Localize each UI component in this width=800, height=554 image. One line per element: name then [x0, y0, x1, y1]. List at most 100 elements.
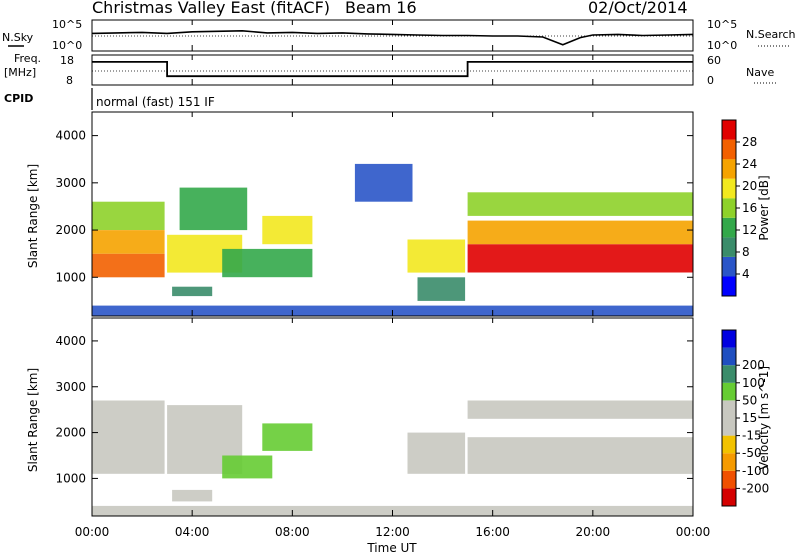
y-tick-label: 4000 [55, 334, 86, 348]
time-axis-label: Time UT [366, 541, 417, 554]
echo-band-12 [467, 220, 693, 245]
y-tick-label: 1000 [55, 270, 86, 284]
echo-band-8 [354, 163, 413, 202]
colorbar-segment [722, 418, 736, 436]
echo-band-2 [262, 423, 313, 451]
colorbar-segment [722, 365, 736, 383]
colorbar-segment [722, 237, 736, 257]
echo-band-3 [222, 455, 273, 479]
colorbar-tick-label: -15 [742, 429, 762, 443]
colorbar-tick-label: 50 [742, 393, 757, 407]
echo-band-9 [407, 239, 466, 273]
colorbar-segment [722, 347, 736, 366]
colorbar-tick-label: 20 [742, 179, 757, 193]
station-title: Christmas Valley East (fitACF) [92, 0, 330, 17]
echo-band-5 [172, 286, 213, 297]
echo-band-6 [222, 248, 313, 278]
time-tick-label: 00:00 [75, 525, 110, 539]
echo-band-7 [262, 215, 313, 245]
echo-band-2 [92, 201, 165, 230]
echo-band-4 [172, 489, 213, 502]
beam-label: Beam 16 [345, 0, 417, 17]
date-label: 02/Oct/2014 [588, 0, 688, 17]
colorbar-tick-label: -200 [742, 481, 769, 495]
colorbar-segment [722, 120, 736, 140]
colorbar-segment [722, 159, 736, 179]
velocity-colorbar-frame [721, 329, 737, 507]
echo-band-1 [92, 230, 165, 254]
echo-band-4 [179, 187, 248, 231]
colorbar-tick-label: 8 [742, 245, 750, 259]
colorbar-segment [722, 435, 736, 454]
colorbar-tick-label: -100 [742, 464, 769, 478]
freq-unit-label: [MHz] [4, 66, 36, 79]
colorbar-segment [722, 382, 736, 401]
cpid-label: CPID [4, 92, 33, 105]
colorbar-segment [722, 139, 736, 160]
power-heatmap [92, 163, 693, 316]
noise-tick-top: 10^5 [52, 18, 82, 31]
nave-label: Nave [746, 66, 774, 79]
noise-tick-bottom: 10^0 [52, 39, 82, 52]
colorbar-segment [722, 276, 736, 296]
colorbar-segment [722, 178, 736, 199]
echo-band-11 [467, 244, 693, 273]
colorbar-tick-label: 12 [742, 223, 757, 237]
colorbar-segment [722, 256, 736, 277]
freq-series-line [92, 61, 693, 78]
velocity-colorbar-label: Velocity [m s^-1] [757, 366, 771, 470]
nsky-series-line [91, 29, 694, 46]
y-tick-label: 3000 [55, 380, 86, 394]
echo-band-6 [467, 437, 693, 474]
freq-tick-bottom: 8 [66, 74, 73, 87]
time-tick-label: 12:00 [375, 525, 410, 539]
time-tick-label: 04:00 [175, 525, 210, 539]
colorbar-segment [722, 198, 736, 218]
nsearch-label: N.Search [746, 28, 796, 41]
echo-band-7 [467, 400, 693, 419]
colorbar-segment [722, 330, 736, 348]
colorbar-segment [722, 470, 736, 489]
velocity-y-ticks: 1000 2000 3000 4000 [55, 334, 693, 485]
noise-tick-top-right: 10^5 [707, 18, 737, 31]
power-y-axis-label: Slant Range [km] [26, 164, 40, 268]
velocity-y-axis-label: Slant Range [km] [26, 368, 40, 472]
time-axis-ticks: 00:00 04:00 08:00 12:00 16:00 20:00 00:00 [75, 20, 711, 539]
y-tick-label: 3000 [55, 176, 86, 190]
echo-band-13 [467, 192, 693, 216]
y-tick-label: 1000 [55, 471, 86, 485]
colorbar-segment [722, 400, 736, 418]
power-colorbar-frame [721, 119, 737, 297]
colorbar-tick-label: 200 [742, 358, 765, 372]
nave-tick-top: 60 [707, 54, 721, 67]
noise-tick-bottom-right: 10^0 [707, 39, 737, 52]
echo-band-0 [92, 400, 165, 474]
echo-band-0 [92, 253, 165, 278]
y-tick-label: 2000 [55, 223, 86, 237]
echo-band-10 [417, 277, 466, 301]
colorbar-tick-label: 4 [742, 267, 750, 281]
colorbar-tick-label: 15 [742, 411, 757, 425]
colorbar-tick-label: 28 [742, 135, 757, 149]
time-tick-label: 16:00 [475, 525, 510, 539]
colorbar-tick-label: -50 [742, 446, 762, 460]
colorbar-segment [722, 488, 736, 506]
colorbar-tick-label: 24 [742, 157, 757, 171]
colorbar-tick-label: 16 [742, 201, 757, 215]
time-tick-label: 00:00 [676, 525, 711, 539]
echo-band-5 [407, 432, 466, 474]
colorbar-tick-label: 100 [742, 376, 765, 390]
time-tick-label: 08:00 [275, 525, 310, 539]
velocity-heatmap [92, 400, 693, 516]
nsky-label: N.Sky [2, 31, 34, 44]
nave-tick-bottom: 0 [707, 74, 714, 87]
power-colorbar-label: Power [dB] [757, 175, 771, 240]
power-colorbar: 4 8 12 16 20 24 28 [722, 120, 757, 296]
time-tick-label: 20:00 [576, 525, 611, 539]
colorbar-segment [722, 217, 736, 238]
y-tick-label: 2000 [55, 426, 86, 440]
freq-label: Freq. [14, 52, 41, 65]
colorbar-segment [722, 453, 736, 471]
velocity-colorbar: -200 -100 -50 -15 15 50 100 200 [722, 330, 769, 506]
